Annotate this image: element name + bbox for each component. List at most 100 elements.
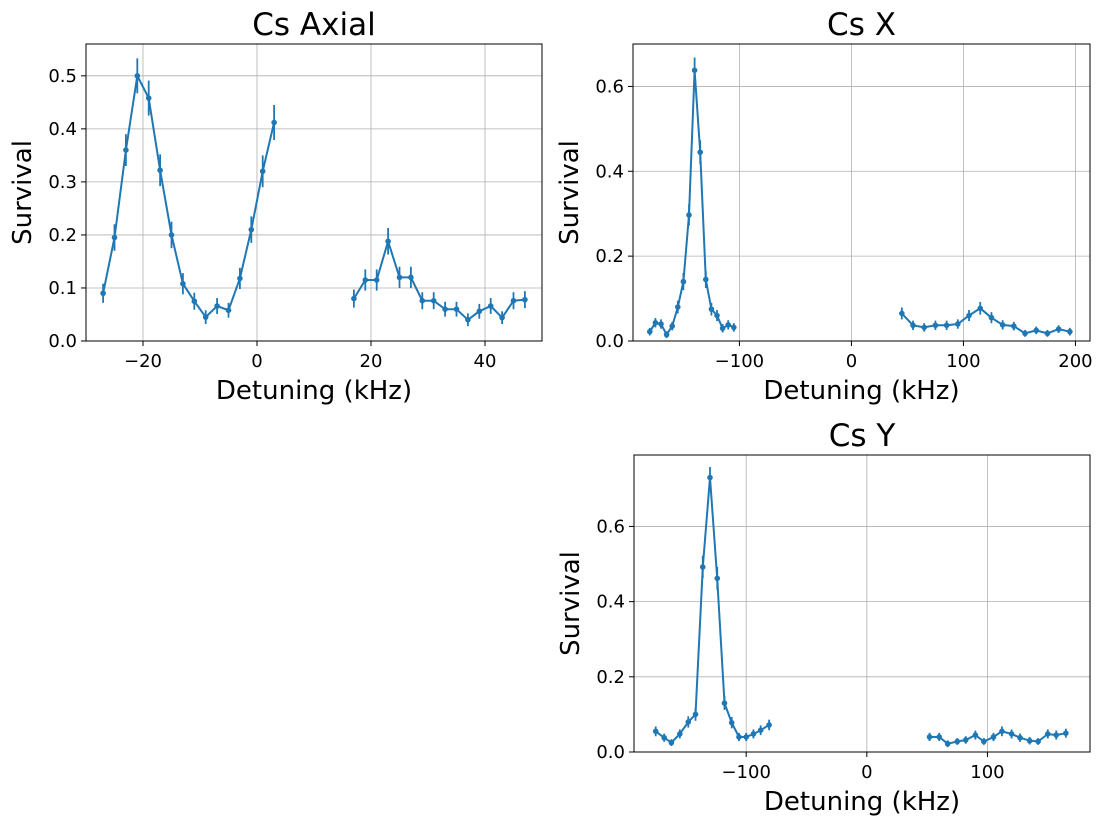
data-point — [652, 319, 659, 326]
data-point — [522, 296, 528, 303]
data-point — [757, 727, 764, 733]
data-point — [972, 732, 979, 738]
x-tick-label: 20 — [360, 351, 383, 372]
data-point — [1055, 326, 1062, 332]
data-point — [111, 234, 118, 241]
data-point — [981, 738, 987, 745]
data-point — [766, 722, 772, 728]
data-point — [728, 719, 735, 726]
y-tick-label: 0.0 — [48, 331, 77, 352]
plot-frame — [633, 454, 1091, 753]
x-tick-label: 200 — [1058, 351, 1092, 372]
chart-title: Cs Axial — [252, 7, 375, 43]
y-tick-label: 0.4 — [595, 161, 624, 182]
data-point — [926, 734, 933, 740]
data-point — [1008, 731, 1015, 737]
data-point — [1011, 323, 1017, 329]
data-point — [936, 734, 943, 740]
chart-title: Cs X — [827, 7, 896, 43]
chart-1: −100 0 100 200 0.0 0.2 0.4 0.6 Cs X Detuning (kHz… — [555, 7, 1093, 406]
data-point — [691, 67, 698, 74]
series-line-1 — [929, 730, 1067, 745]
x-tick-label: −100 — [721, 762, 770, 783]
data-point — [731, 324, 737, 331]
data-point — [955, 321, 961, 327]
x-tick-label: 100 — [970, 762, 1004, 783]
data-point — [362, 277, 369, 283]
data-point — [408, 274, 414, 281]
data-point — [708, 306, 715, 312]
data-point — [707, 474, 713, 481]
data-point — [736, 734, 742, 740]
data-point — [910, 322, 916, 329]
x-axis-label: Detuning (kHz) — [763, 376, 959, 406]
data-point — [988, 314, 995, 321]
data-point — [714, 575, 721, 582]
data-point — [675, 304, 681, 310]
data-point — [685, 719, 692, 725]
x-axis-label: Detuning (kHz) — [216, 376, 412, 406]
y-tick-label: 0.0 — [595, 331, 624, 352]
data-point — [237, 275, 243, 282]
data-point — [921, 324, 928, 331]
x-tick-label: 100 — [946, 351, 980, 372]
data-point — [396, 274, 403, 281]
x-tick-label: 40 — [474, 351, 497, 372]
data-point — [134, 73, 141, 79]
y-axis-label: Survival — [555, 140, 585, 245]
data-point — [1067, 328, 1073, 335]
plot-frame — [85, 43, 543, 342]
data-point — [1044, 731, 1051, 737]
data-point — [703, 276, 709, 283]
data-point — [202, 314, 209, 320]
y-tick-label: 0.2 — [48, 225, 77, 246]
x-tick-label: −100 — [715, 351, 764, 372]
data-point — [750, 731, 757, 737]
chart-title: Cs Y — [829, 418, 896, 454]
x-tick-label: −20 — [124, 351, 162, 372]
data-point — [652, 728, 659, 735]
series-line-1 — [353, 237, 525, 322]
data-point — [962, 737, 969, 743]
data-point — [663, 331, 670, 338]
data-point — [977, 305, 984, 312]
data-point — [168, 232, 175, 238]
data-point — [686, 212, 692, 218]
data-point — [419, 297, 426, 304]
chart-0: −20 0 20 40 0.0 0.1 0.2 0.3 0.4 0.5 Cs Axial Detuni… — [8, 7, 543, 406]
y-tick-label: 0.6 — [596, 516, 625, 537]
data-point — [100, 290, 106, 297]
data-point — [954, 738, 961, 745]
data-point — [259, 168, 266, 175]
y-tick-label: 0.6 — [595, 76, 624, 97]
data-point — [1053, 732, 1060, 738]
data-point — [661, 734, 667, 741]
data-point — [658, 321, 664, 327]
data-point — [487, 303, 494, 309]
data-point — [725, 322, 732, 328]
data-point — [123, 147, 129, 153]
y-tick-label: 0.2 — [596, 667, 625, 688]
data-point — [214, 303, 220, 309]
y-tick-label: 0.1 — [48, 278, 77, 299]
data-point — [145, 95, 152, 101]
x-axis-label: Detuning (kHz) — [764, 787, 960, 817]
data-point — [1044, 330, 1051, 337]
data-point — [677, 731, 683, 737]
data-point — [430, 297, 437, 304]
series-line-0 — [102, 72, 276, 319]
data-point — [669, 323, 676, 329]
data-point — [191, 298, 198, 305]
y-tick-label: 0.0 — [596, 742, 625, 763]
data-point — [899, 310, 905, 317]
series-line-0 — [655, 477, 770, 744]
y-tick-label: 0.4 — [596, 592, 625, 613]
data-point — [699, 564, 706, 570]
data-point — [271, 119, 277, 126]
data-point — [1022, 330, 1028, 337]
data-point — [999, 728, 1005, 735]
y-axis-label: Survival — [8, 140, 38, 245]
y-tick-label: 0.4 — [48, 119, 77, 140]
data-point — [499, 314, 505, 321]
data-point — [680, 278, 687, 285]
